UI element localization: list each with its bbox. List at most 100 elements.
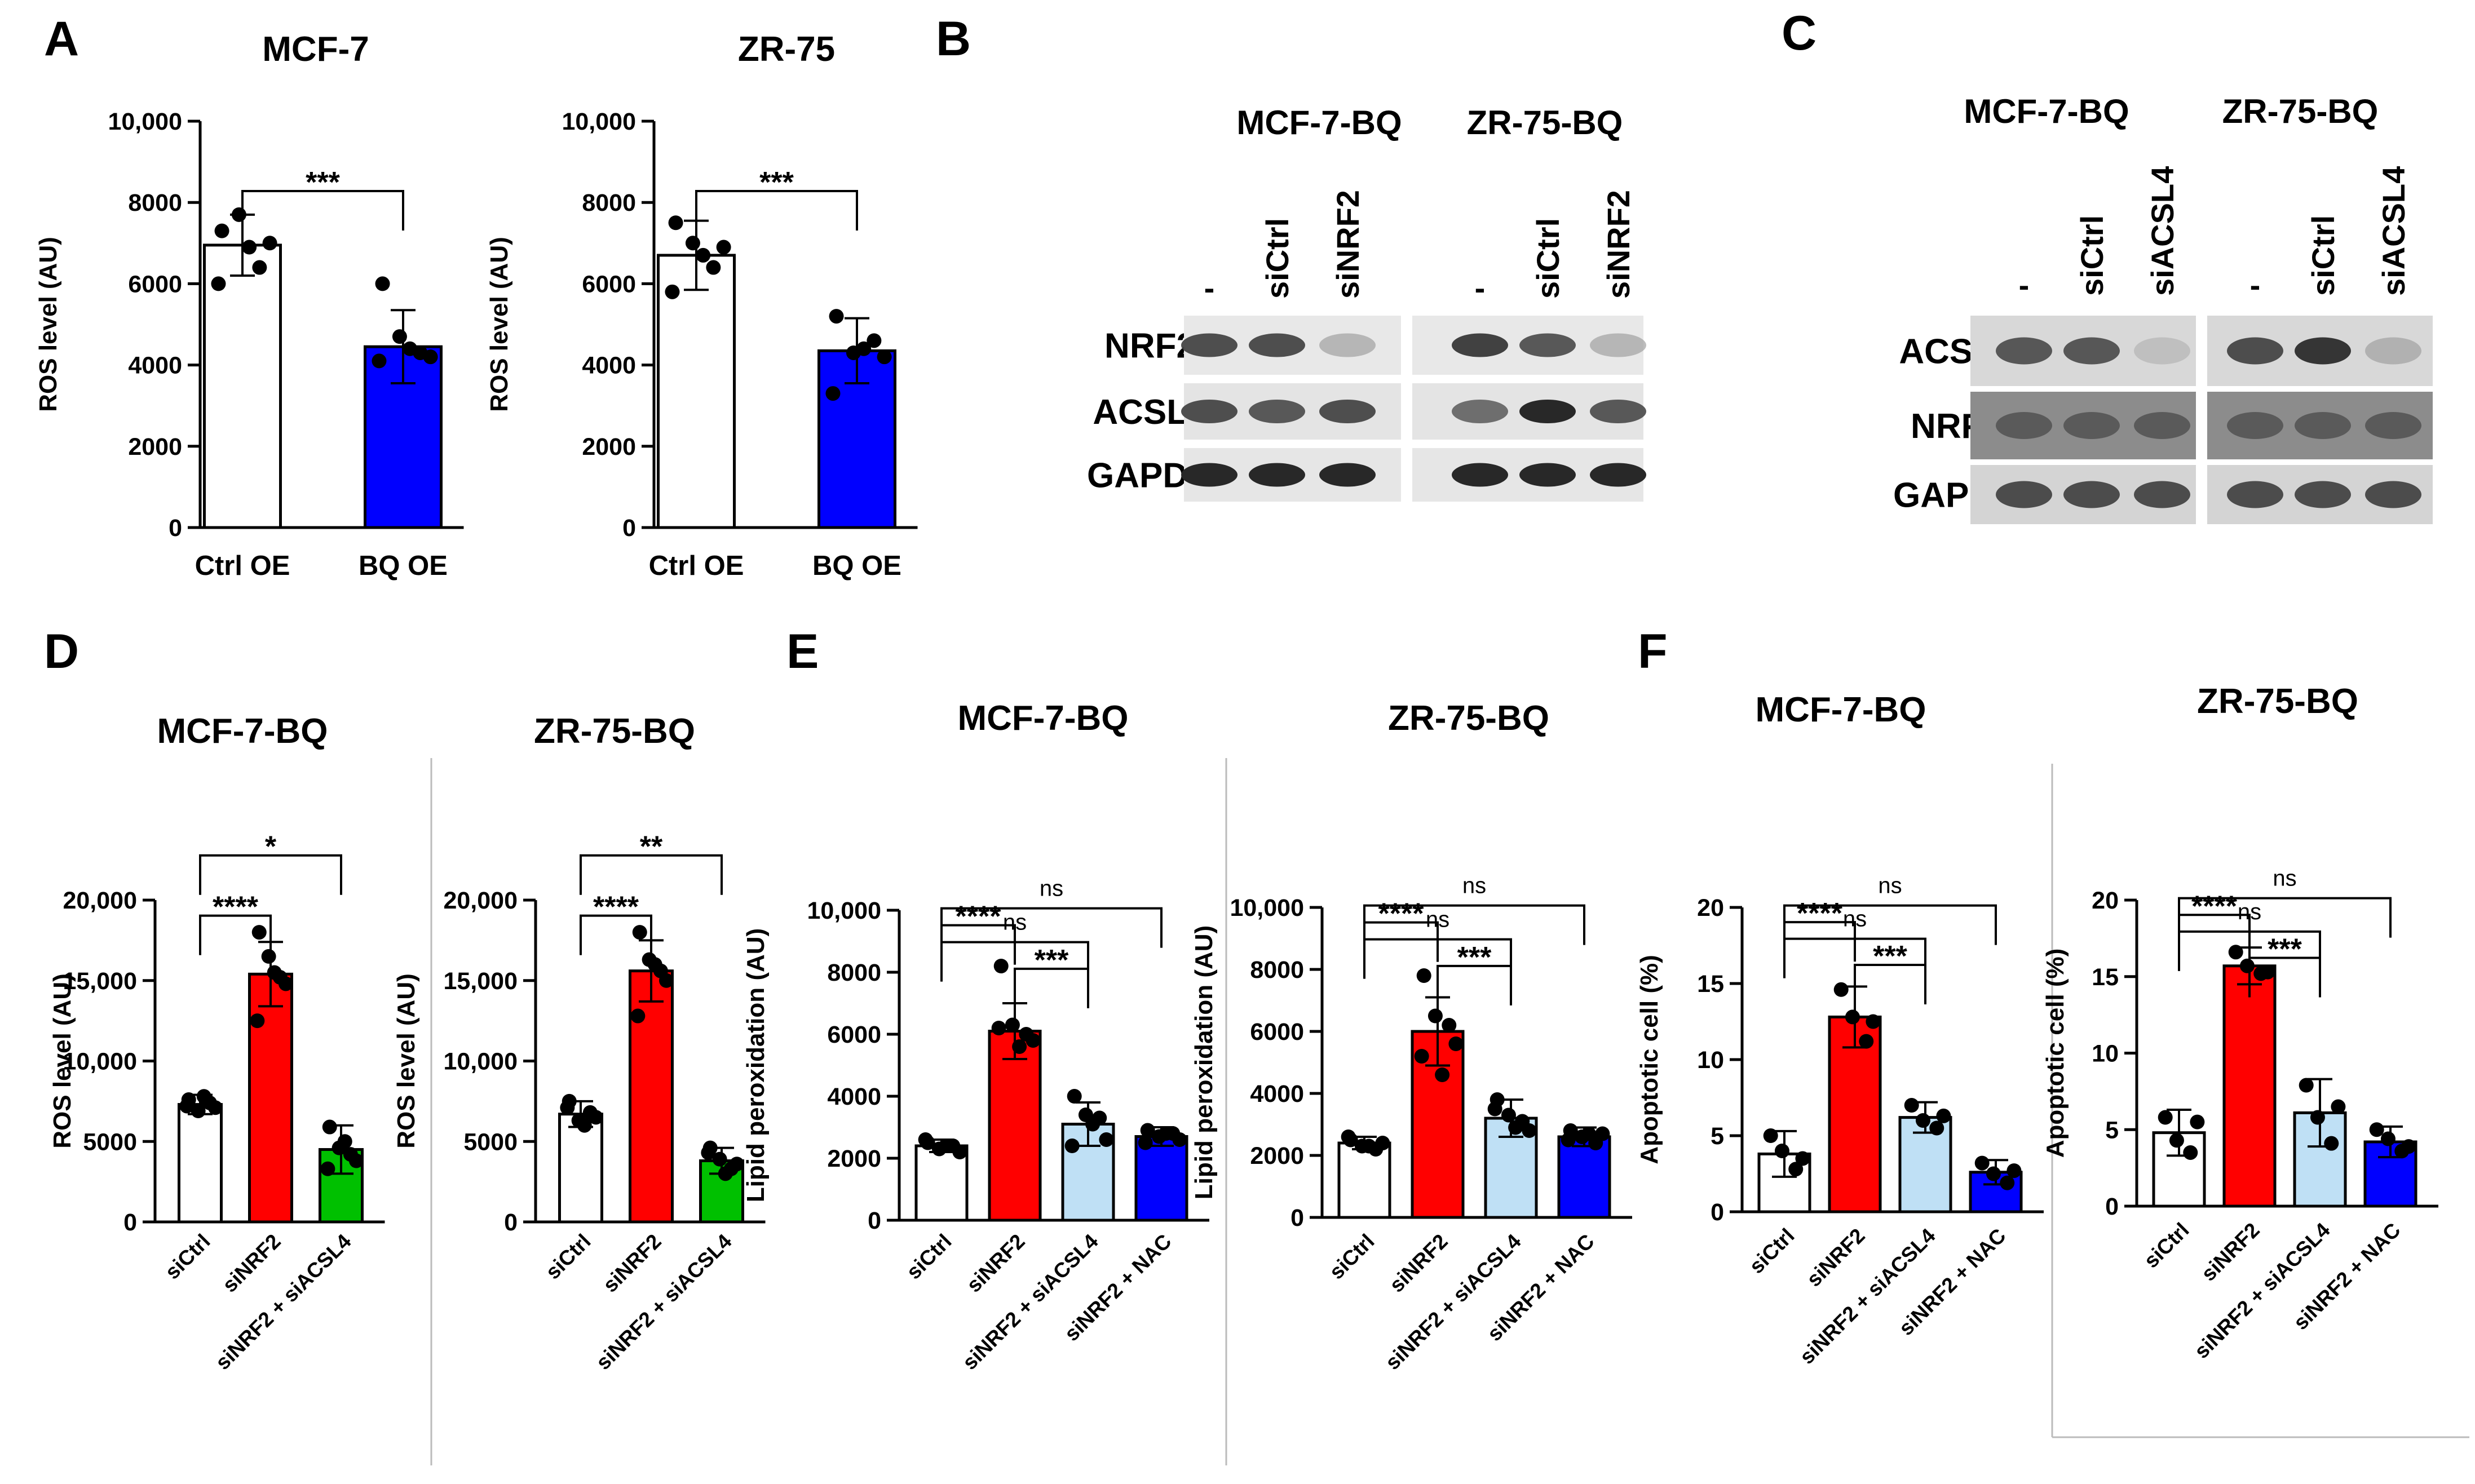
data-point (2260, 964, 2275, 980)
data-point (1026, 1033, 1041, 1048)
data-point (1859, 1034, 1874, 1049)
data-point (1866, 1014, 1881, 1029)
blot-band (2227, 337, 2283, 365)
chart-title: ZR-75 (738, 30, 835, 69)
data-point (1138, 1135, 1153, 1150)
data-point (1904, 1098, 1919, 1113)
bar-2 (1828, 1015, 1882, 1213)
blot-band (1452, 333, 1508, 357)
chart-title: ZR-75-BQ (2197, 682, 2358, 721)
y-tick-label: 20,000 (63, 887, 137, 914)
y-tick-label: 5000 (83, 1128, 137, 1155)
y-tick-label: 10,000 (562, 108, 636, 135)
data-point (991, 1021, 1006, 1035)
significance-bracket (580, 914, 652, 955)
y-tick-label: 4000 (1250, 1080, 1304, 1108)
y-axis-label: ROS level (AU) (34, 237, 62, 412)
y-tick-label: 8000 (582, 189, 636, 216)
significance-label: **** (956, 901, 1002, 933)
y-tick-label: 10 (1697, 1047, 1724, 1074)
blot-band (2134, 412, 2190, 439)
y-tick-label: 20 (1697, 894, 1724, 922)
data-point (1845, 1009, 1860, 1025)
blot-band (1519, 463, 1576, 487)
data-point (668, 215, 683, 231)
y-tick-label: 5 (2105, 1117, 2119, 1144)
data-point (2331, 1099, 2346, 1114)
data-point (706, 260, 721, 275)
bar-1 (657, 254, 736, 529)
data-point (730, 1157, 744, 1172)
significance-label: ns (1003, 910, 1027, 935)
y-tick-label: 0 (169, 515, 182, 542)
y-tick-label: 4000 (582, 352, 636, 379)
data-point (1159, 1126, 1174, 1141)
y-axis-label: ROS level (AU) (392, 973, 420, 1149)
chart-e-6: ZR-75-BQ 0 2000 4000 6000 8000 10,000 Lipid per… (1190, 699, 1632, 1374)
y-tick-label: 10,000 (108, 108, 182, 135)
data-point (1974, 1155, 1990, 1171)
data-point (2401, 1139, 2416, 1154)
data-point (375, 276, 390, 291)
bar-1 (1337, 1141, 1391, 1219)
data-point (2183, 1145, 2198, 1160)
data-point (2369, 1122, 2384, 1137)
significance-label: *** (2268, 933, 2302, 966)
blot-band (2227, 481, 2283, 508)
data-point (2324, 1136, 2339, 1151)
blot-band (2134, 337, 2190, 365)
data-point (2000, 1175, 2015, 1190)
blot-band (2365, 481, 2421, 508)
data-point (856, 341, 872, 356)
blot-lane-label: siACSL4 (2376, 166, 2411, 296)
blot-band (1590, 400, 1646, 423)
blot-band (1319, 463, 1376, 487)
y-tick-label: 2000 (128, 433, 182, 460)
data-point (191, 1104, 206, 1119)
blot-band (1319, 333, 1376, 357)
data-point (1085, 1117, 1101, 1132)
y-tick-label: 0 (504, 1209, 518, 1236)
category-label: siNRF2 (1802, 1224, 1869, 1291)
data-point (918, 1132, 933, 1147)
y-tick-label: 2000 (1250, 1142, 1304, 1170)
blot-band (1996, 412, 2052, 439)
data-point (1508, 1120, 1523, 1135)
y-axis-label: ROS level (AU) (485, 237, 513, 412)
y-tick-label: 10 (2092, 1040, 2119, 1067)
category-label: siCtrl (1325, 1230, 1379, 1284)
significance-label: * (265, 831, 277, 863)
data-point (1795, 1151, 1810, 1166)
data-point (1442, 1018, 1457, 1033)
blot-lane-label: siCtrl (2074, 215, 2110, 296)
data-point (716, 240, 731, 255)
blot-band (1249, 400, 1305, 423)
significance-label: **** (2191, 890, 2238, 923)
y-tick-label: 0 (2105, 1193, 2119, 1220)
significance-bracket (2178, 930, 2321, 971)
blot-lane-label: siCtrl (2305, 215, 2341, 296)
y-tick-label: 6000 (827, 1021, 881, 1048)
data-point (659, 973, 674, 988)
data-point (392, 329, 407, 344)
chart-f-7: MCF-7-BQ 0 5 10 15 20 Apoptotic cell (%) siCtrl… (1636, 690, 2044, 1368)
category-label: siCtrl (1745, 1224, 1799, 1278)
blot-band (1319, 400, 1376, 423)
bar-2 (629, 969, 674, 1224)
significance-label: **** (213, 891, 259, 924)
significance-bracket (1783, 937, 1926, 978)
data-point (252, 260, 267, 275)
y-tick-label: 4000 (128, 352, 182, 379)
category-label: Ctrl OE (195, 551, 290, 581)
significance-bracket (940, 907, 1163, 948)
category-label: siCtrl (902, 1230, 956, 1284)
blot-lane-label: - (2019, 267, 2030, 303)
data-point (1915, 1113, 1930, 1128)
significance-label: **** (1378, 898, 1425, 931)
chart-title: MCF-7-BQ (1755, 690, 1926, 729)
blot-band (2063, 337, 2120, 365)
blot-band (1590, 333, 1646, 357)
blot-group-label: ZR-75-BQ (2222, 92, 2379, 130)
data-point (251, 925, 267, 940)
